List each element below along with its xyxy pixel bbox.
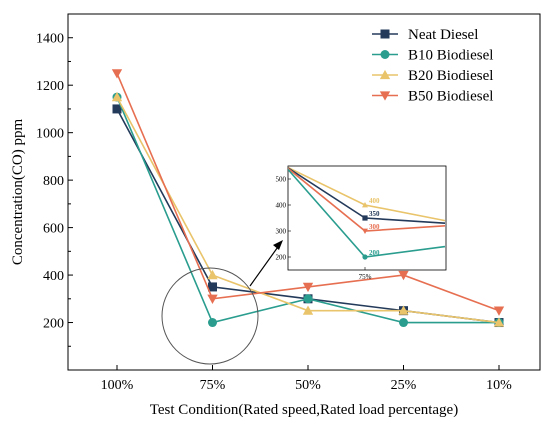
series-b20-biodiesel <box>111 91 505 327</box>
inset-label-b10-biodiesel: 200 <box>369 249 380 257</box>
x-tick-label-0: 100% <box>101 378 134 393</box>
series-layer <box>111 69 505 328</box>
point-b20-biodiesel-3 <box>398 305 409 315</box>
series-b50-biodiesel <box>111 69 505 316</box>
point-b20-biodiesel-2 <box>302 305 314 315</box>
legend-item-b50-biodiesel: B50 Biodiesel <box>372 89 493 105</box>
legend-item-neat-diesel: Neat Diesel <box>372 27 478 43</box>
legend-label-b20-biodiesel: B20 Biodiesel <box>408 68 493 84</box>
point-neat-diesel-0 <box>112 104 122 114</box>
point-b10-biodiesel-2 <box>303 294 313 304</box>
inset-label-b50-biodiesel: 300 <box>369 223 380 231</box>
x-tick-label-2: 50% <box>295 378 321 393</box>
legend: Neat Diesel B10 Biodiesel B20 Biodiesel B50… <box>372 27 493 105</box>
zoom-circle <box>161 267 259 365</box>
x-axis-title: Test Condition(Rated speed,Rated load pe… <box>150 402 458 418</box>
inset-y-tick-label-200: 200 <box>276 254 287 262</box>
point-b10-biodiesel-1 <box>208 318 217 328</box>
legend-item-b20-biodiesel: B20 Biodiesel <box>372 68 493 84</box>
legend-marker-neat-diesel <box>380 29 390 39</box>
inset-y-tick-label-300: 300 <box>276 228 287 236</box>
zoom-arrow-head <box>273 240 283 250</box>
y-tick-label-200: 200 <box>43 317 64 332</box>
y-tick-label-1200: 1200 <box>36 79 64 94</box>
legend-label-b10-biodiesel: B10 Biodiesel <box>408 48 493 64</box>
y-tick-label-600: 600 <box>43 222 64 237</box>
inset-point-neat-diesel <box>362 215 368 221</box>
inset-point-b10-biodiesel <box>362 254 368 260</box>
point-b20-biodiesel-0 <box>111 91 123 102</box>
inset-y-tick-label-400: 400 <box>276 202 287 210</box>
zoom-arrow-line <box>249 243 281 287</box>
inset-series-group <box>288 166 446 260</box>
series-b10-biodiesel <box>112 92 504 328</box>
point-b50-biodiesel-1 <box>207 294 218 304</box>
inset-label-b20-biodiesel: 400 <box>369 197 380 205</box>
inset-label-neat-diesel: 350 <box>369 210 380 218</box>
legend-label-b50-biodiesel: B50 Biodiesel <box>408 89 493 105</box>
inset-y-tick-label-500: 500 <box>276 176 287 184</box>
x-axis: 100% 75% 50% 25% 10% <box>101 365 512 393</box>
y-axis-title: Concentration(CO) ppm <box>10 119 26 266</box>
legend-marker-b10-biodiesel <box>380 50 390 59</box>
x-tick-label-1: 75% <box>200 378 226 393</box>
y-tick-label-400: 400 <box>43 269 64 284</box>
point-b50-biodiesel-4 <box>493 306 505 316</box>
legend-label-neat-diesel: Neat Diesel <box>408 27 478 43</box>
point-b50-biodiesel-2 <box>302 282 314 293</box>
y-tick-label-1400: 1400 <box>36 32 64 47</box>
point-b10-biodiesel-3 <box>399 318 408 328</box>
plot-frame <box>67 13 541 371</box>
y-tick-label-1000: 1000 <box>36 127 64 142</box>
inset-point-b50-biodiesel <box>362 228 368 234</box>
point-b20-biodiesel-1 <box>207 269 218 280</box>
x-tick-label-4: 10% <box>486 378 512 393</box>
point-b50-biodiesel-3 <box>398 270 409 281</box>
point-neat-diesel-1 <box>208 282 217 292</box>
y-tick-label-800: 800 <box>43 174 64 189</box>
point-b20-biodiesel-4 <box>493 317 505 327</box>
x-tick-label-3: 25% <box>391 378 417 393</box>
point-b50-biodiesel-0 <box>111 69 123 79</box>
y-axis: 200 400 600 800 1000 1200 1400 <box>36 32 73 347</box>
legend-marker-b50-biodiesel <box>379 91 391 101</box>
inset-point-b20-biodiesel <box>362 202 368 208</box>
inset-zoom-chart: 200 300 400 500 75% 400 350 300 200 <box>276 165 447 281</box>
legend-item-b10-biodiesel: B10 Biodiesel <box>372 48 493 64</box>
zoom-annotation <box>161 240 283 365</box>
inset-x-tick-label: 75% <box>359 273 372 281</box>
legend-marker-b20-biodiesel <box>379 69 391 80</box>
